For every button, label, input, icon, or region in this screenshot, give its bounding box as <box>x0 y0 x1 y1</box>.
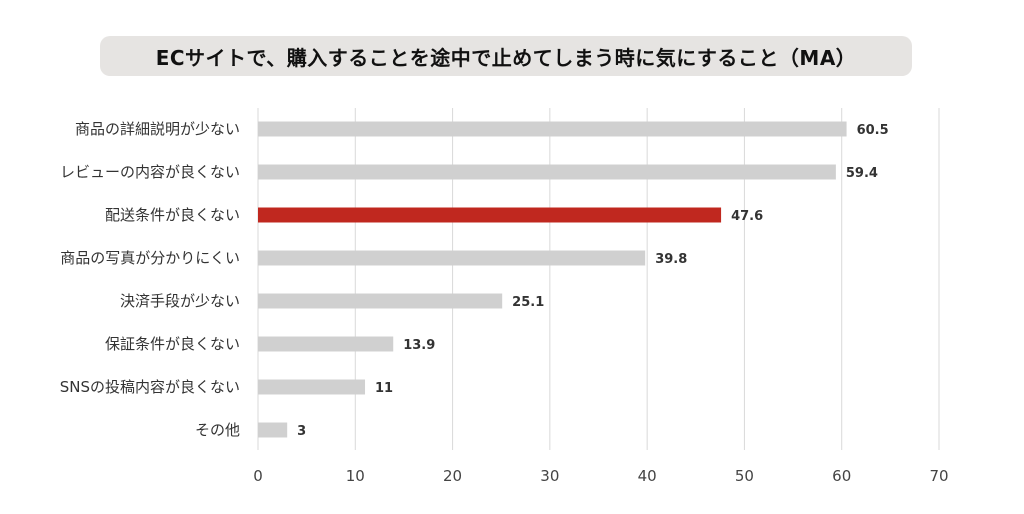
data-label: 25.1 <box>512 295 544 310</box>
x-tick-label: 50 <box>735 467 754 485</box>
bar <box>258 336 394 352</box>
x-tick-label: 40 <box>638 467 657 485</box>
x-tick-label: 0 <box>253 467 263 485</box>
category-label: 保証条件が良くない <box>105 335 240 353</box>
bar <box>258 207 722 223</box>
bar <box>258 164 836 180</box>
bar <box>258 293 503 309</box>
x-tick-label: 10 <box>346 467 365 485</box>
data-label: 47.6 <box>731 209 763 224</box>
x-tick-label: 30 <box>540 467 559 485</box>
category-label: 決済手段が少ない <box>120 292 240 310</box>
bar <box>258 250 646 266</box>
bar <box>258 121 847 137</box>
category-label: 配送条件が良くない <box>105 206 240 224</box>
category-label: 商品の写真が分かりにくい <box>60 249 240 267</box>
x-tick-label: 60 <box>832 467 851 485</box>
category-label: レビューの内容が良くない <box>60 163 240 181</box>
data-label: 11 <box>375 381 393 396</box>
data-label: 59.4 <box>846 166 878 181</box>
data-label: 13.9 <box>403 338 435 353</box>
data-label: 60.5 <box>857 123 889 138</box>
chart-title: ECサイトで、購入することを途中で止めてしまう時に気にすること（MA） <box>155 45 857 70</box>
bar <box>258 379 366 395</box>
data-label: 39.8 <box>655 252 687 267</box>
category-label: 商品の詳細説明が少ない <box>75 120 240 138</box>
category-label: その他 <box>195 421 240 439</box>
x-tick-label: 20 <box>443 467 462 485</box>
chart-title-box: ECサイトで、購入することを途中で止めてしまう時に気にすること（MA） <box>100 36 912 76</box>
bar <box>258 422 288 438</box>
x-tick-label: 70 <box>929 467 948 485</box>
data-label: 3 <box>297 424 306 439</box>
category-label: SNSの投稿内容が良くない <box>60 378 240 396</box>
